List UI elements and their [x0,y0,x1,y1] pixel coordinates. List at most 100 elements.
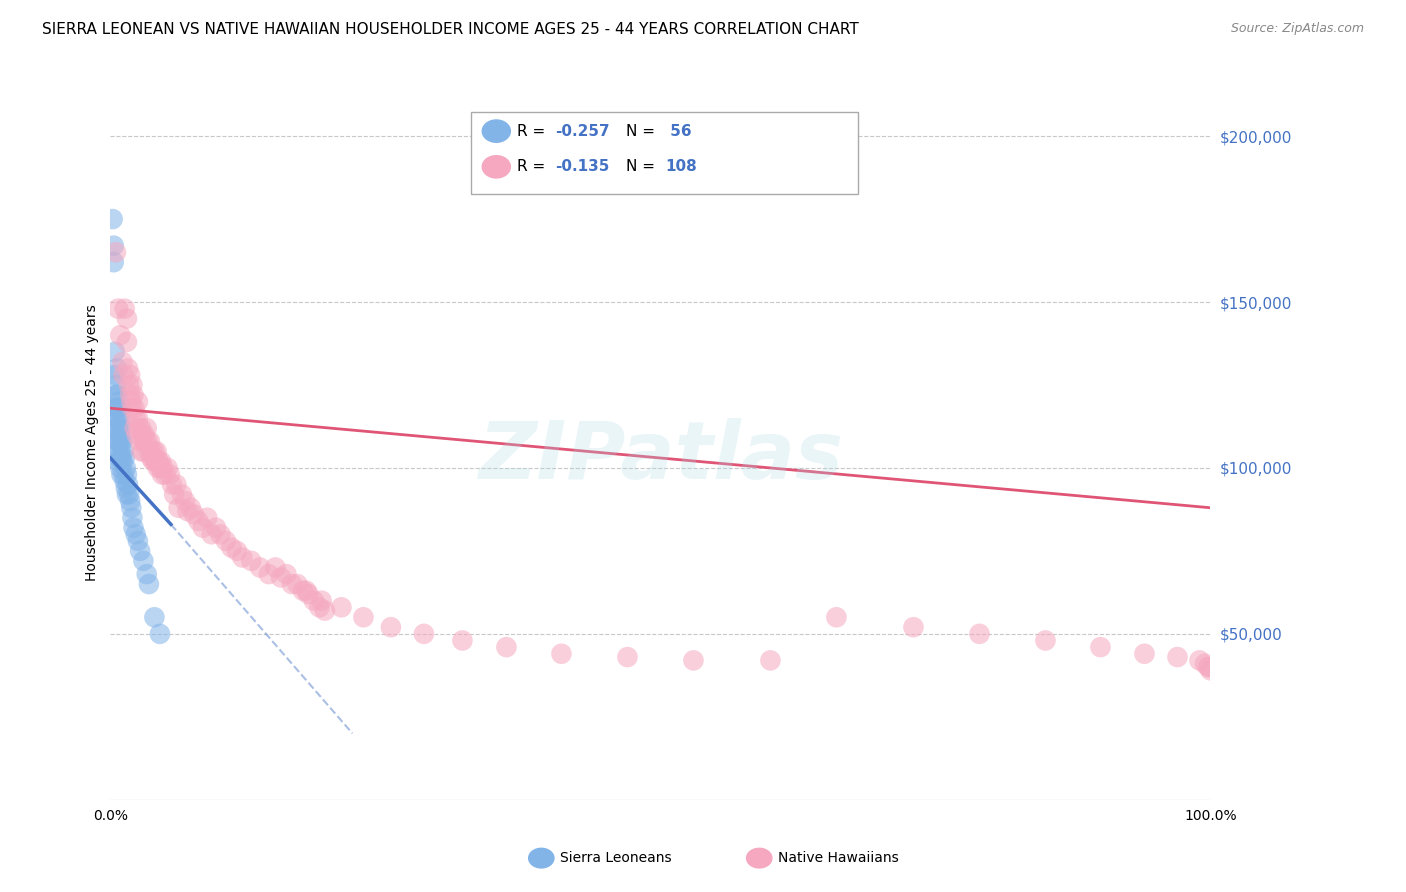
Point [115,311,138,326]
Point [240,554,263,568]
Point [104,401,127,416]
Point [1090,640,1112,654]
Point [226,544,249,558]
Point [287,577,309,591]
Point [120,394,142,409]
Text: 56: 56 [665,124,692,138]
Point [160,477,183,491]
Point [302,593,325,607]
Point [264,560,287,574]
Point [155,467,177,482]
Text: SIERRA LEONEAN VS NATIVE HAWAIIAN HOUSEHOLDER INCOME AGES 25 - 44 YEARS CORRELAT: SIERRA LEONEAN VS NATIVE HAWAIIAN HOUSEH… [42,22,859,37]
Point [127,533,149,548]
Y-axis label: Householder Income Ages 25 - 44 years: Householder Income Ages 25 - 44 years [86,305,100,582]
Text: Source: ZipAtlas.com: Source: ZipAtlas.com [1230,22,1364,36]
Point [107,444,129,458]
Point [1035,633,1057,648]
Point [143,444,166,458]
Point [195,510,218,524]
Point [297,587,319,601]
Point [143,610,166,624]
Point [308,600,330,615]
Point [1188,653,1211,667]
Point [114,474,136,488]
Point [107,454,129,468]
Point [132,554,155,568]
Point [112,444,135,458]
Text: 108: 108 [665,160,697,174]
Text: R =: R = [517,124,551,138]
Point [825,610,848,624]
Point [125,527,148,541]
Point [122,388,145,402]
Point [107,421,129,435]
Point [104,344,127,359]
Point [125,427,148,442]
Point [110,421,132,435]
Point [295,583,318,598]
Point [1197,660,1219,674]
Point [112,467,135,482]
Point [124,401,146,416]
Point [110,467,132,482]
Point [104,368,127,382]
Point [121,378,143,392]
Point [180,500,202,515]
Point [110,434,132,449]
Point [107,434,129,449]
Point [139,450,162,465]
Point [146,461,169,475]
Point [135,567,157,582]
Point [1199,664,1222,678]
Point [149,461,172,475]
Point [142,454,165,468]
Point [352,610,374,624]
Point [129,421,152,435]
Point [270,570,292,584]
Point [616,650,638,665]
Point [136,434,159,449]
Point [110,450,132,465]
Point [231,550,253,565]
Point [110,411,132,425]
Point [115,467,138,482]
Point [107,394,129,409]
Point [1166,650,1188,665]
Point [105,434,128,449]
Point [291,583,314,598]
Point [114,301,136,316]
Point [110,427,132,442]
Point [120,494,142,508]
Point [108,421,131,435]
Point [135,434,157,449]
Point [110,444,132,458]
Point [143,450,166,465]
Point [132,444,155,458]
Point [122,521,145,535]
Point [111,454,134,468]
Point [104,388,127,402]
Point [201,527,224,541]
Point [183,508,205,522]
Point [150,467,173,482]
Point [1198,660,1220,674]
Point [120,500,142,515]
Point [115,487,138,501]
Point [167,500,190,515]
Point [174,494,197,508]
Point [170,487,193,501]
Text: Sierra Leoneans: Sierra Leoneans [560,851,671,865]
Point [101,212,124,227]
Point [314,604,336,618]
Text: N =: N = [626,124,659,138]
Point [257,567,280,582]
Point [903,620,925,634]
Point [380,620,402,634]
Point [108,401,131,416]
Point [176,504,198,518]
Text: ZIPatlas: ZIPatlas [478,418,844,496]
Point [550,647,572,661]
Point [1133,647,1156,661]
Point [108,450,131,465]
Point [249,560,271,574]
